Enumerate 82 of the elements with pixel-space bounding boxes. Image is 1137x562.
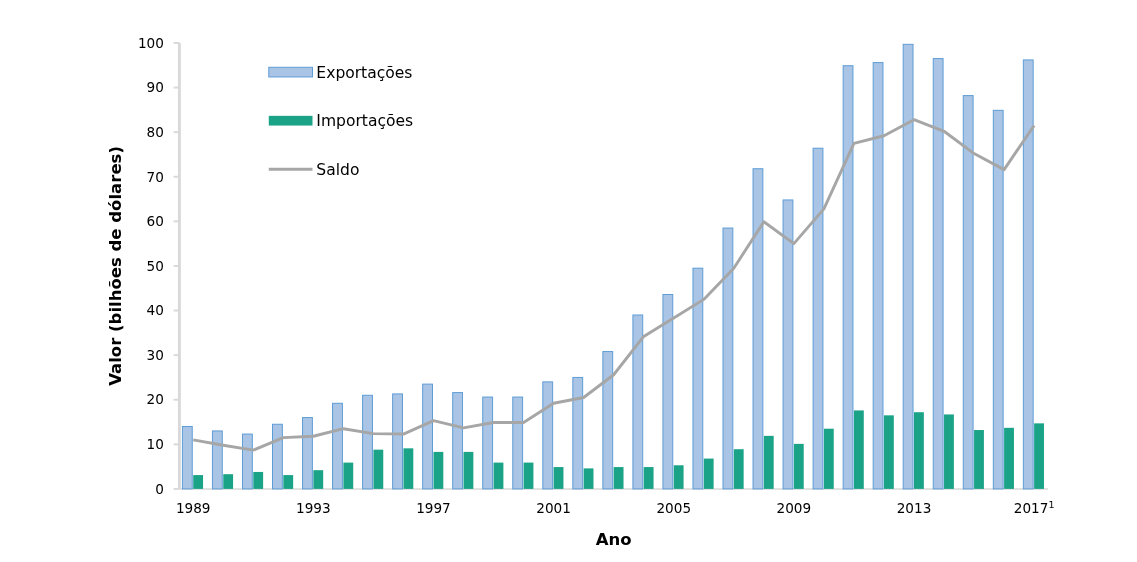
legend-label: Exportações (316, 63, 413, 82)
bar (583, 468, 594, 489)
bar (703, 458, 714, 489)
y-tick-label: 90 (146, 79, 164, 96)
bar (373, 449, 384, 489)
bar (944, 414, 954, 489)
legend-label: Importações (316, 112, 414, 131)
bar (722, 227, 734, 490)
bar (283, 475, 294, 489)
bar (433, 451, 444, 489)
bar (223, 474, 234, 489)
bar (392, 393, 403, 490)
y-tick-label: 50 (146, 257, 164, 274)
bar (512, 396, 524, 490)
bar (452, 392, 464, 490)
bar (313, 470, 324, 489)
bar (253, 471, 264, 489)
bar (643, 467, 654, 489)
bar (632, 314, 644, 490)
bar (914, 412, 924, 489)
bar (241, 433, 253, 490)
y-tick-label: 10 (146, 436, 164, 453)
bar (763, 435, 774, 489)
bar (692, 267, 704, 490)
bar (422, 383, 433, 490)
y-tick-label: 0 (155, 480, 164, 497)
bar (823, 428, 834, 489)
bar (662, 293, 674, 490)
bar (613, 467, 624, 489)
y-tick-label: 80 (146, 123, 164, 140)
bar (1022, 59, 1034, 490)
x-tick-label: 1993 (296, 500, 331, 517)
x-tick-label: 1997 (416, 500, 451, 517)
bar (553, 467, 564, 489)
bar (1034, 423, 1044, 489)
bar (853, 410, 864, 489)
y-tick-label: 40 (146, 302, 164, 319)
bar (211, 430, 223, 490)
bar (932, 58, 944, 490)
bar (974, 430, 984, 489)
bar (1004, 427, 1014, 489)
bar (782, 199, 794, 490)
bar (332, 402, 343, 490)
bar (752, 168, 764, 490)
bar (403, 448, 414, 489)
legend-label: Saldo (316, 160, 360, 179)
bar (493, 462, 504, 489)
bar (812, 147, 824, 490)
y-tick-label: 70 (146, 168, 164, 185)
bar (793, 443, 804, 489)
y-axis-title: Valor (bilhões de dólares) (106, 146, 126, 386)
x-tick-label: 1989 (175, 500, 211, 517)
bar (572, 376, 584, 490)
x-tick-label: 2005 (656, 500, 692, 517)
y-tick-label: 60 (146, 213, 164, 230)
bar (302, 417, 313, 490)
bar (883, 415, 894, 489)
bar (272, 423, 283, 490)
bar (463, 451, 474, 489)
bar (181, 425, 193, 490)
bar (992, 109, 1004, 490)
bar (733, 449, 744, 489)
y-tick-label: 20 (146, 391, 164, 408)
bar (673, 465, 684, 489)
x-axis-title: Ano (595, 530, 632, 550)
x-tick-label: 2009 (776, 500, 812, 517)
bar (842, 65, 854, 490)
bar (872, 62, 884, 490)
x-tick-label: 2001 (536, 500, 571, 517)
bar (902, 43, 914, 490)
y-tick-label: 30 (146, 346, 164, 363)
bar (482, 396, 494, 490)
bar (523, 462, 534, 489)
bar (962, 95, 974, 490)
bar (193, 475, 204, 489)
bar (542, 381, 554, 490)
bar (602, 351, 614, 490)
bar (343, 462, 354, 489)
bar (362, 394, 373, 490)
y-tick-label: 100 (137, 34, 164, 51)
x-tick-label: 2017$^{1}$ (1013, 498, 1055, 517)
x-tick-label: 2013 (896, 500, 932, 517)
